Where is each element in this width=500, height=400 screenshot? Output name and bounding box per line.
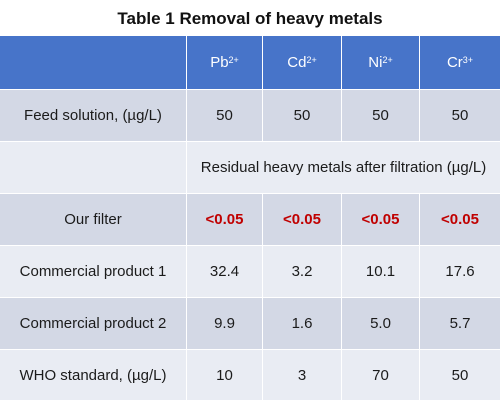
value-cell: 10.1 xyxy=(342,246,420,297)
value-cell: 50 xyxy=(263,90,342,141)
column-header-ni: Ni 2+ xyxy=(342,36,420,89)
value-cell: 5.7 xyxy=(449,315,471,332)
row-label: WHO standard, (µg/L) xyxy=(0,350,187,400)
row-label: Our filter xyxy=(0,194,187,245)
column-header-cr: Cr 3+ xyxy=(420,36,500,89)
value-cell: 3 xyxy=(263,350,342,400)
column-header-base: Pb xyxy=(210,54,229,71)
row-label: Commercial product 1 xyxy=(0,246,187,297)
column-header-charge: 2+ xyxy=(382,54,393,65)
value-cell: 3.2 xyxy=(263,246,342,297)
column-header-charge: 2+ xyxy=(228,54,239,65)
value-cell: 10 xyxy=(187,350,263,400)
value-cell: 50 xyxy=(451,366,469,384)
column-header-charge: 2+ xyxy=(306,54,317,65)
header-empty-cell xyxy=(0,36,187,89)
heavy-metals-table: Pb 2+ Cd 2+ Ni 2+ Cr 3+ Feed solution, (µg/L… xyxy=(0,36,500,400)
section-empty-cell xyxy=(0,142,187,193)
column-header-base: Cr xyxy=(446,54,463,71)
highlight-value-cell: <0.05 xyxy=(187,194,263,245)
value-cell: 9.9 xyxy=(187,298,263,349)
table-row-section: Residual heavy metals after filtration (… xyxy=(0,142,500,194)
value-cell: 17.6 xyxy=(445,263,475,280)
column-header-base: Cd xyxy=(287,54,307,71)
value-cell: 70 xyxy=(342,350,420,400)
value-cell: 50 xyxy=(451,107,469,124)
value-cell: 50 xyxy=(342,90,420,141)
column-header-base: Ni xyxy=(368,54,383,71)
table-title: Table 1 Removal of heavy metals xyxy=(117,9,383,28)
table-row-who-standard: WHO standard, (µg/L) 10 3 70 50 xyxy=(0,350,500,400)
row-label: Feed solution, (µg/L) xyxy=(0,90,187,141)
value-cell: 50 xyxy=(187,90,263,141)
table-row-commercial-product-2: Commercial product 2 9.9 1.6 5.0 5.7 xyxy=(0,298,500,350)
section-heading: Residual heavy metals after filtration (… xyxy=(200,159,487,176)
highlight-value-cell: <0.05 xyxy=(441,211,479,228)
highlight-value-cell: <0.05 xyxy=(342,194,420,245)
table-header-row: Pb 2+ Cd 2+ Ni 2+ Cr 3+ xyxy=(0,36,500,90)
table-row-commercial-product-1: Commercial product 1 32.4 3.2 10.1 17.6 xyxy=(0,246,500,298)
column-header-cd: Cd 2+ xyxy=(263,36,342,89)
row-label: Commercial product 2 xyxy=(0,298,187,349)
column-header-charge: 3+ xyxy=(462,54,474,65)
table-row-our-filter: Our filter <0.05 <0.05 <0.05 <0.05 xyxy=(0,194,500,246)
column-header-pb: Pb 2+ xyxy=(187,36,263,89)
table-row-feed-solution: Feed solution, (µg/L) 50 50 50 50 xyxy=(0,90,500,142)
value-cell: 32.4 xyxy=(187,246,263,297)
highlight-value-cell: <0.05 xyxy=(263,194,342,245)
value-cell: 5.0 xyxy=(342,298,420,349)
value-cell: 1.6 xyxy=(263,298,342,349)
